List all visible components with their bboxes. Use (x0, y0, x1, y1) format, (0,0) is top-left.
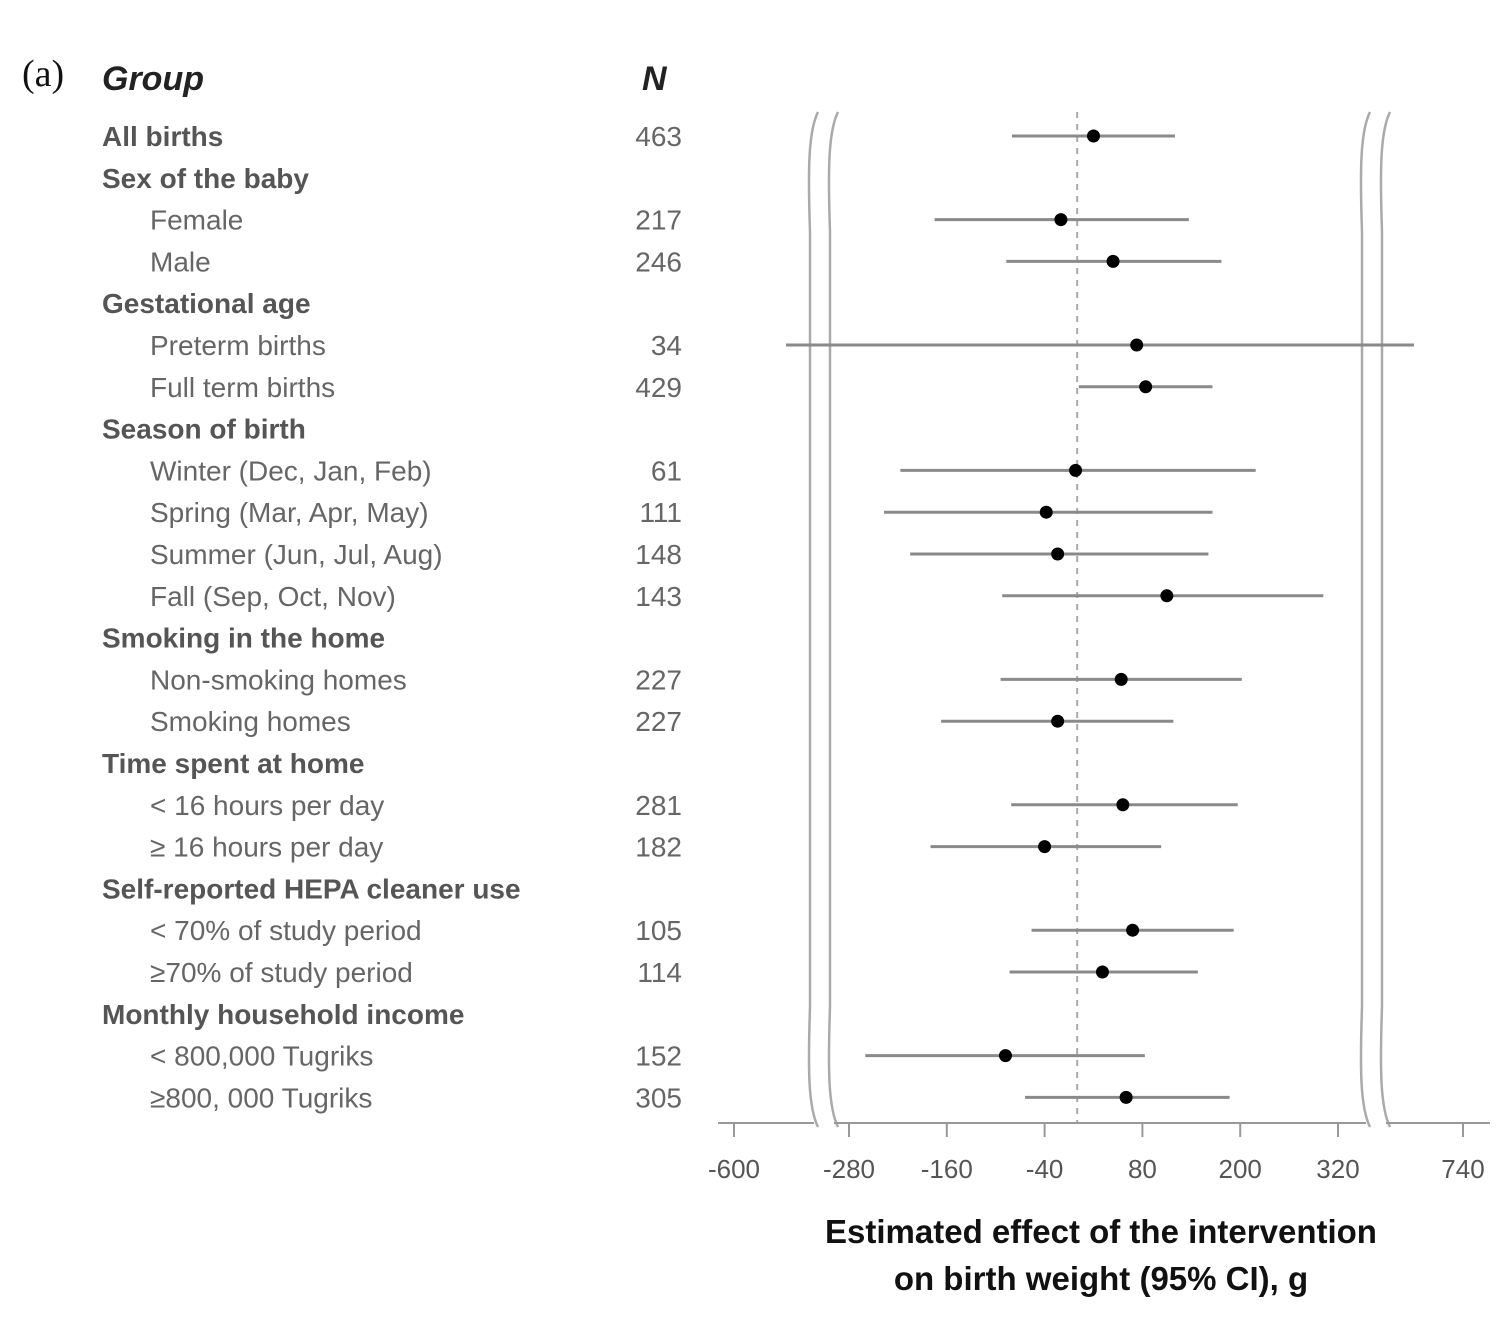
x-tick-label: 740 (1441, 1154, 1484, 1184)
point-estimate (1069, 463, 1083, 477)
n-value: 182 (635, 832, 682, 863)
x-axis-title-line-2: on birth weight (95% CI), g (894, 1260, 1308, 1297)
left-axis-break (827, 111, 840, 1128)
x-tick-label: -160 (921, 1154, 973, 1184)
n-value: 143 (635, 581, 682, 612)
subgroup-label: ≥ 16 hours per day (150, 832, 383, 863)
left-axis-break (807, 111, 820, 1128)
group-heading: All births (102, 121, 223, 152)
point-estimate (1051, 714, 1065, 728)
n-value: 61 (651, 455, 682, 486)
subgroup-label: Fall (Sep, Oct, Nov) (150, 581, 396, 612)
x-tick-label: 320 (1316, 1154, 1359, 1184)
x-tick-label: -600 (708, 1154, 760, 1184)
right-axis-break (1379, 111, 1392, 1128)
group-heading: Season of birth (102, 414, 306, 445)
subgroup-label: ≥70% of study period (150, 957, 413, 988)
confidence-intervals (786, 129, 1414, 1104)
n-value: 114 (637, 957, 682, 988)
axis-break-marks (807, 111, 1392, 1128)
subgroup-label: Preterm births (150, 330, 326, 361)
group-heading: Gestational age (102, 288, 311, 319)
n-value: 152 (635, 1041, 682, 1072)
n-value: 305 (635, 1082, 682, 1113)
group-column-header: Group (102, 60, 204, 98)
n-value: 246 (635, 246, 682, 277)
subgroup-label: Smoking homes (150, 706, 351, 737)
table-rows: All births 463 Sex of the baby Female 217 Mal… (102, 121, 682, 1113)
point-estimate (1039, 505, 1053, 519)
subgroup-label: < 16 hours per day (150, 790, 384, 821)
group-heading: Monthly household income (102, 999, 464, 1030)
n-value: 148 (635, 539, 682, 570)
subgroup-label: Male (150, 246, 211, 277)
subgroup-label: Female (150, 205, 243, 236)
point-estimate (1095, 965, 1109, 979)
subgroup-label: Winter (Dec, Jan, Feb) (150, 455, 432, 486)
subgroup-label: Full term births (150, 372, 335, 403)
n-value: 111 (639, 497, 682, 528)
n-value: 463 (635, 121, 682, 152)
group-heading: Time spent at home (102, 748, 364, 779)
x-axis-title-line-1: Estimated effect of the intervention (825, 1213, 1377, 1250)
point-estimate (1087, 129, 1100, 143)
subgroup-label: < 800,000 Tugriks (150, 1041, 373, 1072)
point-estimate (1130, 338, 1144, 352)
point-estimate (1106, 254, 1120, 268)
n-value: 227 (635, 706, 682, 737)
panel-label: (a) (22, 53, 64, 95)
x-axis: -600 -280 -160 -40 80 200 320 740 (708, 1122, 1490, 1184)
n-value: 429 (635, 372, 682, 403)
point-estimate (1160, 589, 1174, 603)
n-value: 34 (651, 330, 682, 361)
point-estimate (1126, 923, 1140, 937)
x-tick-label: 200 (1219, 1154, 1262, 1184)
group-heading: Sex of the baby (102, 163, 309, 194)
point-estimate (1114, 672, 1128, 686)
subgroup-label: Spring (Mar, Apr, May) (150, 497, 429, 528)
subgroup-label: ≥800, 000 Tugriks (150, 1082, 372, 1113)
point-estimate (1139, 380, 1153, 394)
point-estimate (1038, 840, 1052, 854)
x-tick-label: 80 (1128, 1154, 1157, 1184)
point-estimate (1051, 547, 1065, 561)
n-value: 217 (635, 205, 682, 236)
n-value: 281 (635, 790, 682, 821)
subgroup-label: Summer (Jun, Jul, Aug) (150, 539, 443, 570)
point-estimate (1116, 798, 1130, 812)
x-tick-label: -40 (1026, 1154, 1064, 1184)
subgroup-label: Non-smoking homes (150, 664, 407, 695)
right-axis-break (1359, 111, 1372, 1128)
x-tick-label: -280 (823, 1154, 875, 1184)
n-column-header: N (642, 60, 668, 98)
n-value: 105 (635, 915, 682, 946)
plot-area: -600 -280 -160 -40 80 200 320 740 (708, 111, 1490, 1184)
n-value: 227 (635, 664, 682, 695)
point-estimate (998, 1049, 1012, 1063)
group-heading: Smoking in the home (102, 623, 385, 654)
point-estimate (1119, 1090, 1133, 1104)
group-heading: Self-reported HEPA cleaner use (102, 873, 521, 904)
subgroup-label: < 70% of study period (150, 915, 422, 946)
point-estimate (1054, 213, 1068, 227)
